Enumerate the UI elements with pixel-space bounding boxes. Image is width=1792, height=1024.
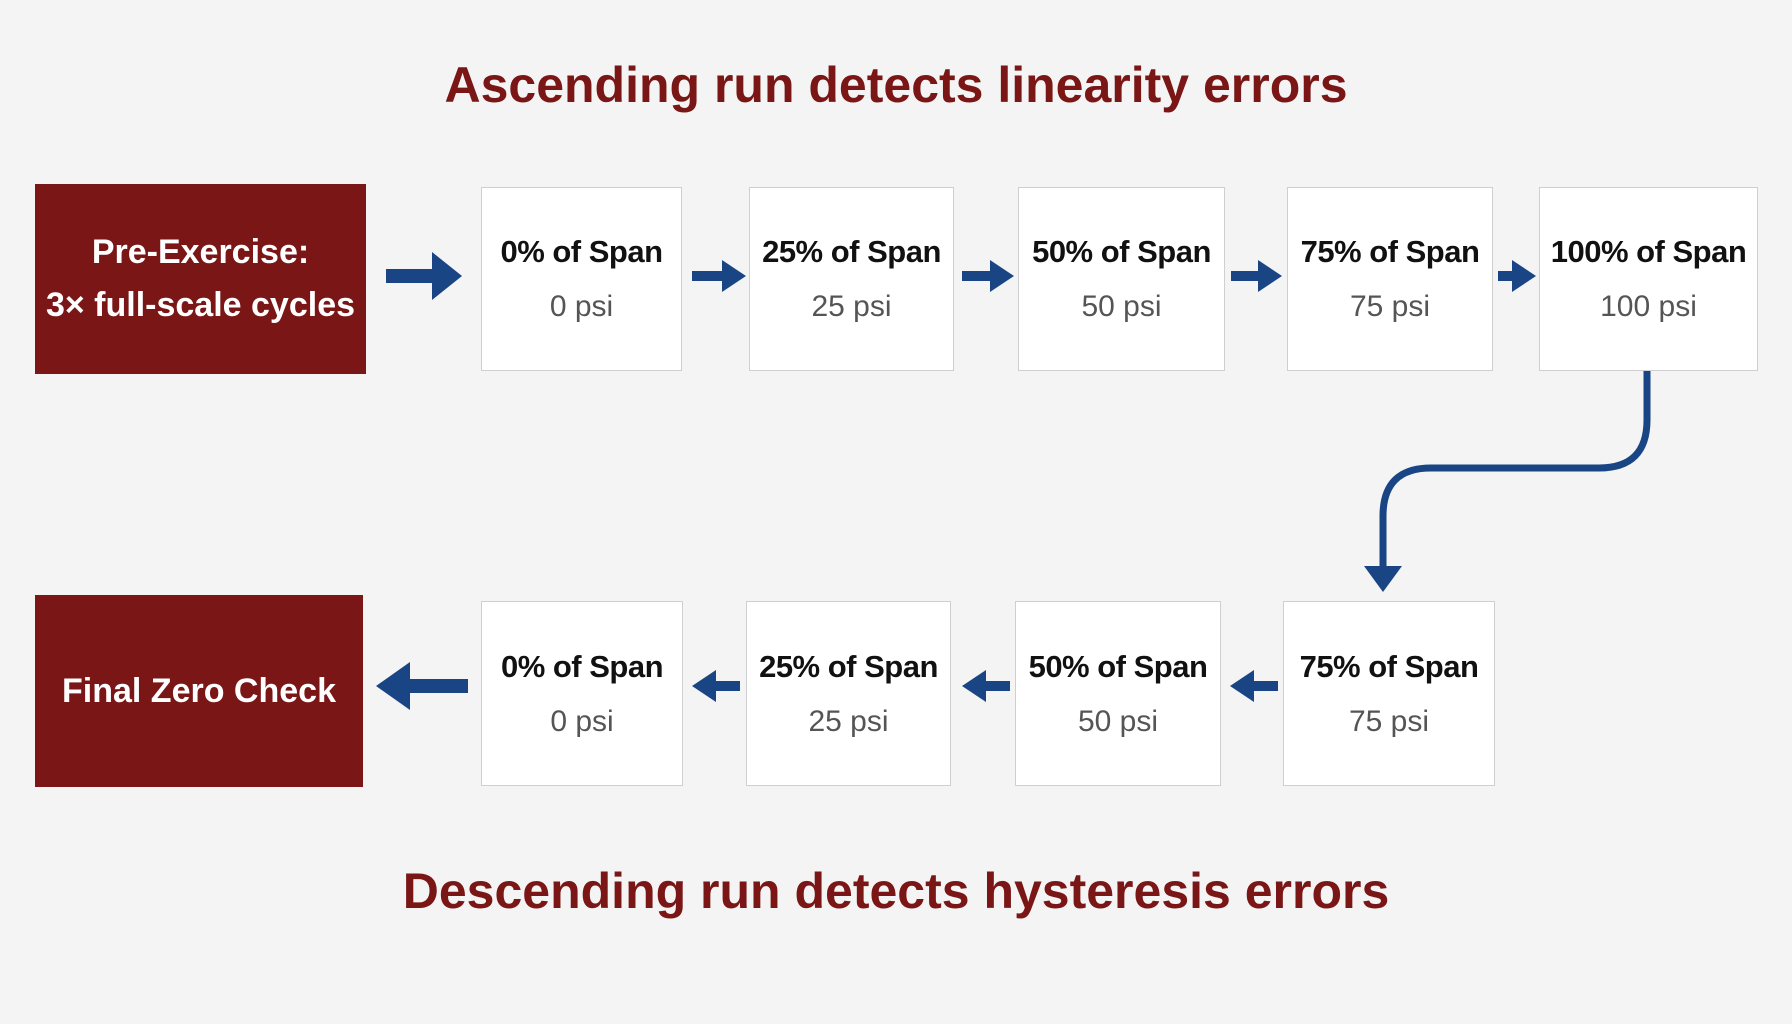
arrowhead	[1258, 260, 1282, 292]
end-box: Final Zero Check	[35, 595, 363, 787]
step-box: 0% of Span 0 psi	[481, 601, 683, 786]
arrowhead	[432, 252, 462, 300]
arrowhead	[692, 670, 716, 702]
arrows	[376, 252, 1651, 710]
start-line: Pre-Exercise:	[91, 233, 310, 272]
step-value: 100 psi	[1600, 290, 1697, 323]
bottom-title: Descending run detects hysteresis errors	[402, 863, 1390, 919]
end-label: Final Zero Check	[62, 671, 336, 710]
step-value: 0 psi	[550, 704, 614, 738]
step-box: 75% of Span 75 psi	[1283, 601, 1495, 786]
step-label: 50% of Span	[1032, 234, 1211, 269]
step-value: 50 psi	[1077, 704, 1159, 738]
step-label: 25% of Span	[759, 648, 938, 684]
step-label: 75% of Span	[1300, 234, 1480, 269]
step-box: 25% of Span 25 psi	[746, 601, 951, 786]
arrowhead	[1512, 260, 1536, 292]
step-label: 0% of Span	[500, 234, 663, 269]
step-value: 0 psi	[549, 290, 614, 323]
step-value: 75 psi	[1348, 704, 1430, 738]
step-box: 0% of Span 0 psi	[481, 187, 682, 371]
step-box: 50% of Span 50 psi	[1018, 187, 1225, 371]
step-label: 50% of Span	[1028, 648, 1208, 684]
start-box: Pre-Exercise: 3× full-scale cycles	[35, 184, 366, 374]
arrowhead	[962, 670, 986, 702]
step-value: 25 psi	[808, 704, 889, 738]
start-line: 3× full-scale cycles	[45, 286, 356, 324]
step-value: 25 psi	[811, 290, 892, 323]
top-title: Ascending run detects linearity errors	[444, 57, 1348, 113]
arrowhead	[1230, 670, 1254, 702]
step-box: 25% of Span 25 psi	[749, 187, 954, 371]
step-label: 100% of Span	[1550, 234, 1747, 269]
arrowhead	[990, 260, 1014, 292]
step-value: 50 psi	[1081, 290, 1162, 323]
step-label: 75% of Span	[1299, 648, 1479, 684]
arrowhead	[1364, 566, 1402, 592]
step-box: 100% of Span 100 psi	[1539, 187, 1758, 371]
arrowhead	[722, 260, 746, 292]
step-box: 50% of Span 50 psi	[1015, 601, 1221, 786]
arrowhead	[376, 662, 410, 710]
step-label: 0% of Span	[500, 648, 664, 684]
step-label: 25% of Span	[762, 234, 941, 269]
curved-arrow	[1379, 371, 1651, 568]
step-value: 75 psi	[1349, 290, 1431, 323]
step-box: 75% of Span 75 psi	[1287, 187, 1493, 371]
